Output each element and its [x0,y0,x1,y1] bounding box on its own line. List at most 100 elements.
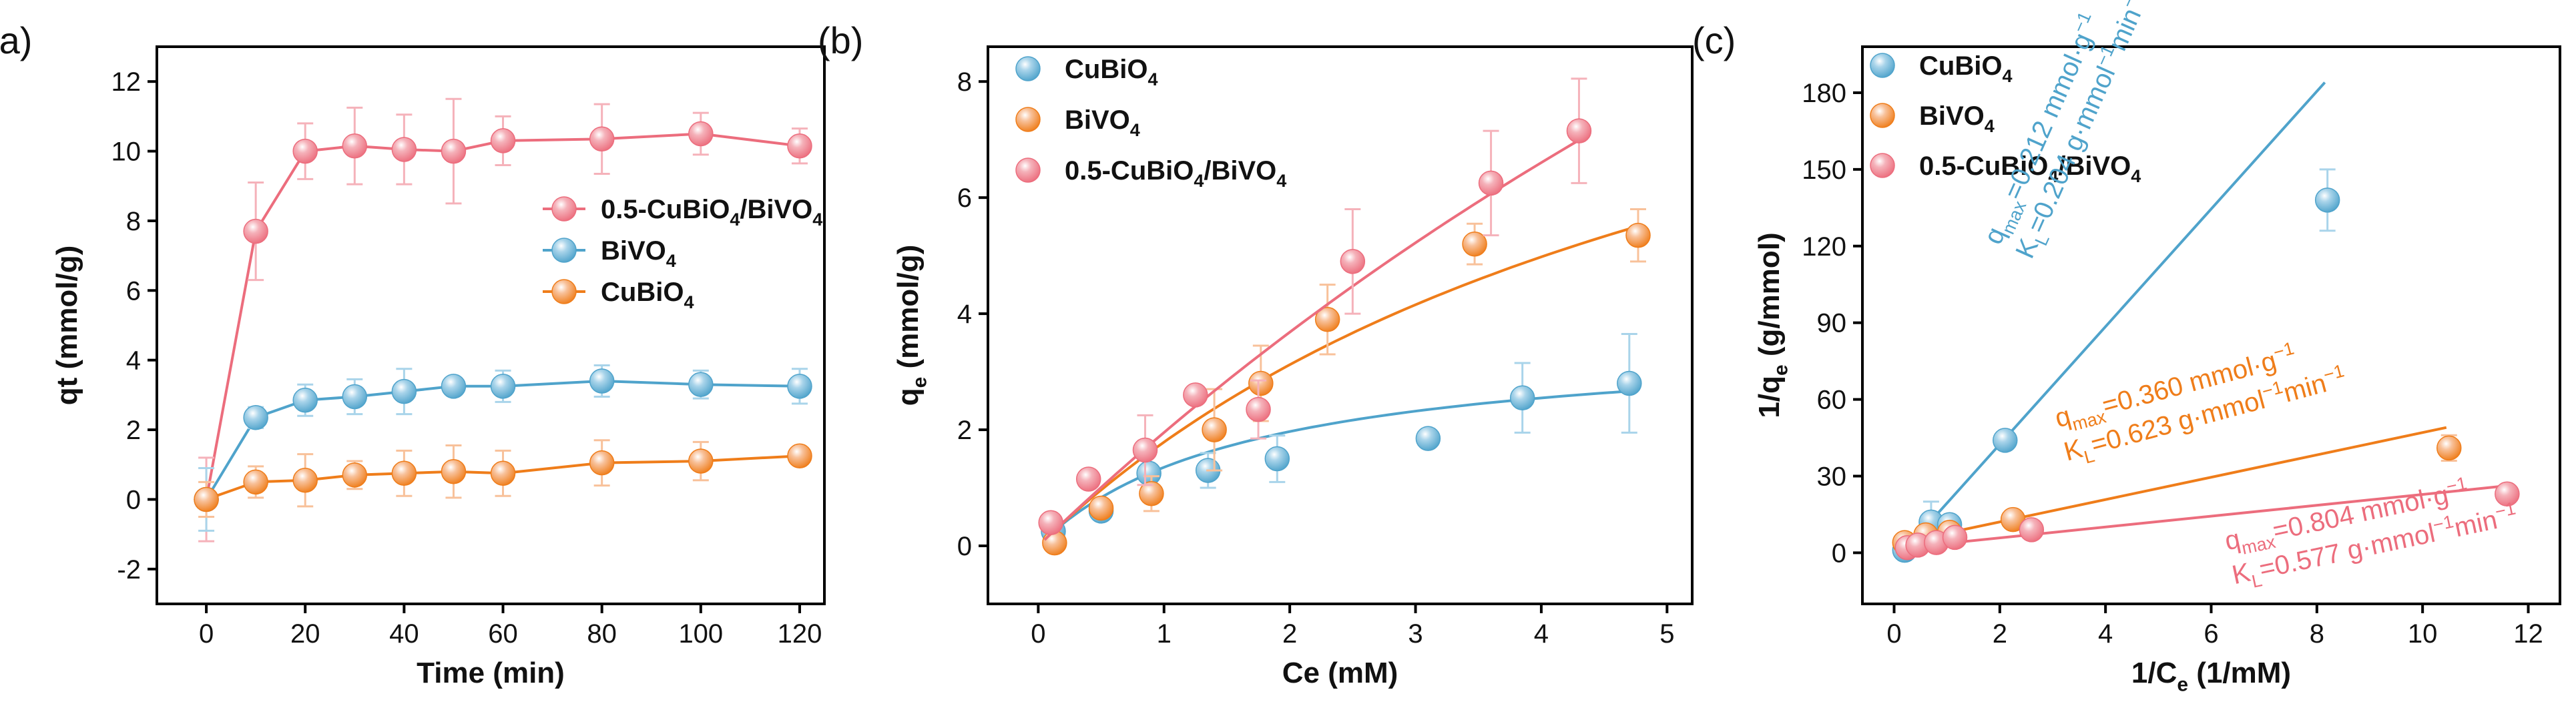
fit-annotation-orange: qmax=0.360 mmol·g−1KL=0.623 g·mmol−1min−… [2052,338,2346,468]
fit-line [1904,484,2503,549]
text-part: CuBiO [601,278,684,307]
legend-marker [551,238,577,263]
x-tick-label: 1 [1157,619,1172,649]
data-point [589,368,615,394]
text-part: 0.5-CuBiO [1065,156,1194,186]
legend-item-bivo4: BiVO4 [543,236,676,271]
text-part: 0.5-CuBiO [601,195,730,224]
text-part: min [2280,368,2330,408]
data-point [243,405,268,430]
data-point [589,126,615,152]
data-point [1139,480,1164,506]
y-tick-label: 2 [126,416,141,445]
y-tick-label: 8 [126,207,141,236]
legend-item-bivo4: BiVO4 [1870,101,1995,136]
y-axis-title: qe (mmol/g) [892,245,931,406]
text-part: L [2082,446,2097,468]
fit-line [1903,81,2326,551]
data-point [243,469,268,495]
legend-label: BiVO4 [1065,105,1140,140]
data-point [1340,249,1366,274]
text-part: e [2177,673,2188,695]
data-point [589,450,615,476]
y-tick-label: 6 [957,184,972,213]
panel-label: (a) [0,19,32,61]
text-part: /BiVO [1204,156,1276,186]
data-point [1462,231,1487,257]
x-tick-label: 3 [1408,619,1423,649]
plot-frame [987,45,1694,605]
legend-label: CuBiO4 [601,278,694,312]
data-point [688,372,714,397]
x-tick-label: 80 [587,619,617,649]
y-axis-title: qt (mmol/g) [51,246,83,406]
data-point [1942,524,1968,551]
x-tick-label: 2 [1993,619,2007,649]
data-point [292,387,318,413]
x-tick-label: 4 [1534,619,1549,649]
legend-item-0-5-cubio4-bivo4: 0.5-CuBiO4/BiVO4 [1015,156,1286,191]
data-point [292,467,318,493]
data-point [1566,118,1592,143]
panel-label: (c) [1692,19,1736,61]
text-part: (g/mmol) [1753,232,1786,364]
data-point [441,138,467,164]
text-part: 4 [1985,116,1995,136]
data-point [1183,382,1208,408]
fit-annotation-blue: qmax=0.212 mmol·g−1KL=0.204 g·mmol−1min−… [1979,0,2147,263]
series-bivo4 [1042,208,1651,556]
data-point [688,121,714,147]
data-point [2436,435,2462,461]
text-part: 4 [1130,120,1140,140]
data-point [292,138,318,164]
legend-item-cubio4: CuBiO4 [1870,51,2012,86]
y-tick-label: 0 [957,532,972,561]
text-part: min [2452,505,2500,543]
x-tick-label: 6 [2204,619,2218,649]
data-point [342,133,368,159]
text-part: /BiVO [740,195,812,224]
data-point [1264,446,1290,472]
legend-marker [1015,157,1041,183]
plot-frame [156,45,826,605]
data-point [391,137,417,162]
text-part: e [1770,364,1792,376]
data-point [1246,396,1271,422]
y-tick-label: 4 [957,300,972,329]
legend-marker [551,279,577,304]
data-point [490,374,516,399]
text-part: −1 [2444,473,2469,497]
y-tick-label: 8 [957,67,972,97]
text-part: e [909,377,931,388]
legend-marker [1870,153,1895,178]
y-tick-label: -2 [117,555,141,585]
text-part: (mmol/g) [892,245,925,377]
text-part: 4 [2131,166,2141,186]
text-part: 0.5-CuBiO [1919,151,2048,181]
x-axis-title: Ce (mM) [1282,657,1398,689]
x-tick-label: 2 [1282,619,1297,649]
data-point [688,448,714,474]
x-tick-label: 60 [488,619,518,649]
data-point [2495,481,2520,507]
data-point [1478,170,1504,196]
data-point [490,460,516,486]
data-point [1617,370,1642,396]
data-point [787,374,812,399]
data-point [1509,385,1535,410]
series-cubio4 [1041,333,1642,545]
text-part: K [2230,558,2254,591]
text-part: −1 [2321,360,2346,385]
text-part: 1/q [1753,376,1786,418]
legend-marker [1015,56,1041,81]
y-tick-label: 10 [111,137,142,167]
series-0-5-cubio4-bivo4 [1894,481,2520,561]
y-tick-label: 180 [1802,79,1846,108]
text-part: 4 [1147,69,1157,89]
legend-item-0-5-cubio4-bivo4: 0.5-CuBiO4/BiVO4 [1870,151,2141,186]
y-axis-title: 1/qe (g/mmol) [1753,232,1792,418]
series-line [206,454,800,501]
fit-line [1043,139,1580,541]
x-axis-title: 1/Ce (1/mM) [2131,657,2291,695]
